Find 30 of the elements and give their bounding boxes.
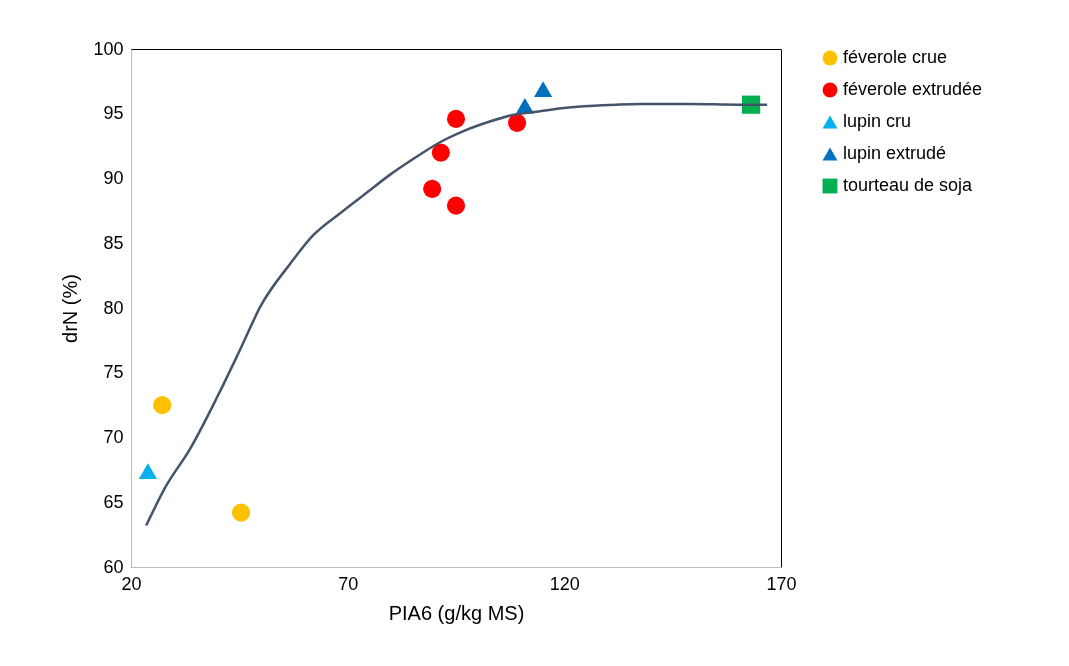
point bbox=[534, 81, 553, 98]
y-tick-label: 100 bbox=[93, 38, 124, 59]
point bbox=[446, 196, 466, 215]
legend-label: féverole crue bbox=[843, 47, 948, 67]
y-tick-label: 80 bbox=[103, 297, 124, 318]
y-tick-label: 65 bbox=[103, 491, 124, 512]
point bbox=[423, 179, 442, 198]
y-axis-title: drN (%) bbox=[59, 274, 82, 343]
legend-label: lupin extrudé bbox=[843, 143, 947, 163]
point bbox=[446, 109, 466, 128]
legend-label: tourteau de soja bbox=[843, 175, 974, 195]
point bbox=[138, 463, 157, 480]
x-tick-label: 170 bbox=[766, 573, 797, 594]
y-tick-label: 70 bbox=[103, 427, 124, 447]
y-tick-label: 60 bbox=[103, 556, 124, 577]
x-tick-label: 120 bbox=[549, 573, 580, 594]
y-tick-label: 90 bbox=[103, 168, 124, 188]
y-tick-label: 95 bbox=[103, 103, 124, 124]
line-series bbox=[144, 102, 769, 527]
point bbox=[231, 503, 251, 522]
point bbox=[153, 396, 172, 415]
point bbox=[508, 113, 527, 132]
y-tick-label: 85 bbox=[103, 232, 124, 253]
point bbox=[431, 143, 450, 162]
x-tick-label: 20 bbox=[121, 573, 142, 594]
x-axis-title: PIA6 (g/kg MS) bbox=[388, 601, 525, 624]
legend-label: féverole extrudée bbox=[843, 79, 983, 99]
x-tick-label: 70 bbox=[338, 573, 359, 594]
y-tick-label: 75 bbox=[103, 362, 124, 383]
legend-label: lupin cru bbox=[843, 111, 912, 131]
